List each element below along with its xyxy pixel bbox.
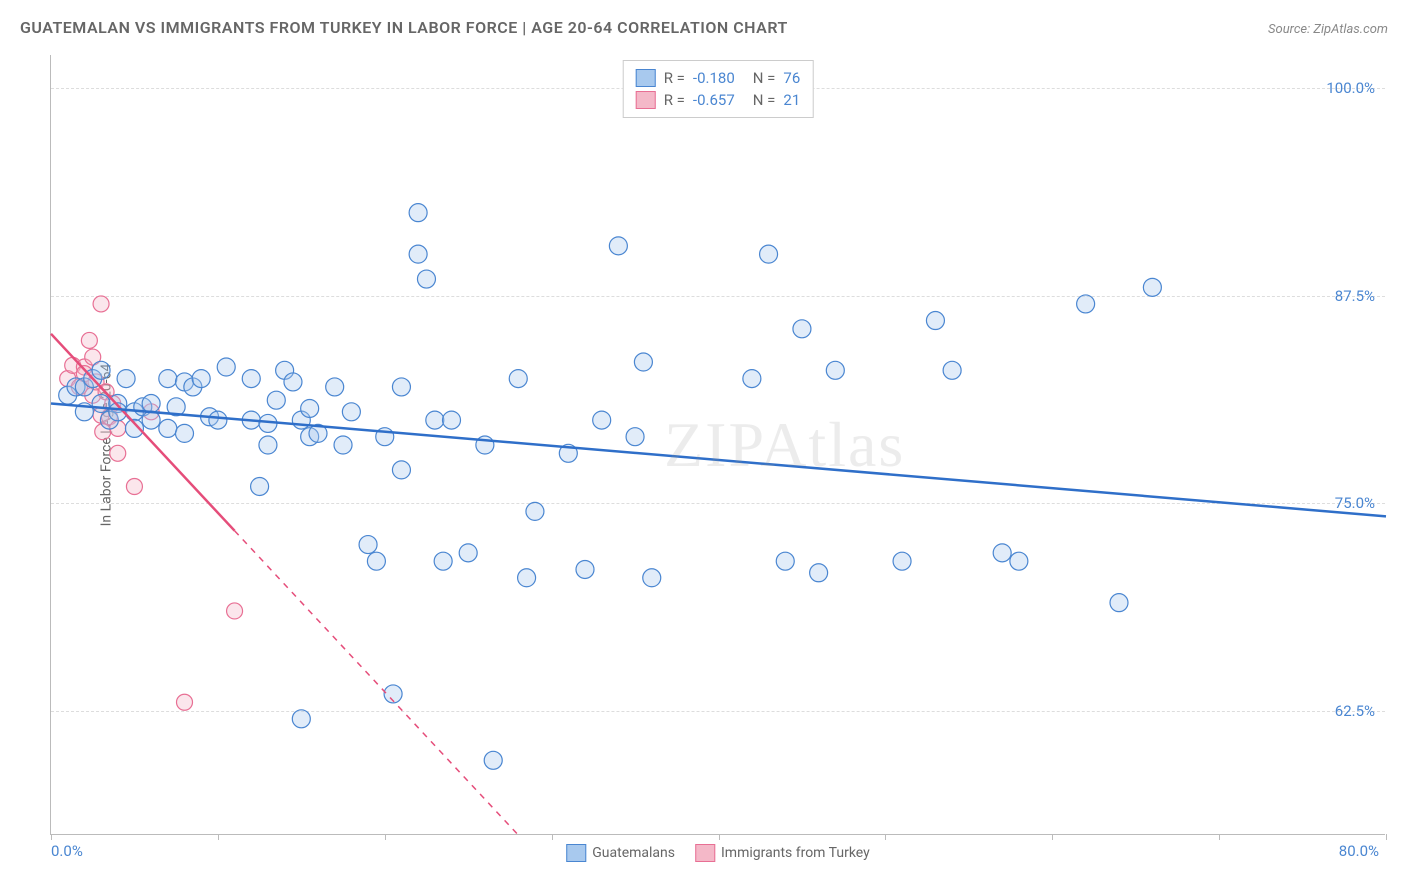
swatch-b-icon xyxy=(695,844,715,862)
chart-title: GUATEMALAN VS IMMIGRANTS FROM TURKEY IN … xyxy=(20,18,788,37)
stat-r-b: -0.657 xyxy=(693,91,735,109)
legend-label-a: Guatemalans xyxy=(592,845,675,861)
legend-label-b: Immigrants from Turkey xyxy=(721,845,870,861)
scatter-svg xyxy=(51,55,1385,834)
stats-row-b: R = -0.657 N = 21 xyxy=(636,89,801,111)
source-label: Source: ZipAtlas.com xyxy=(1268,22,1388,37)
stats-legend: R = -0.180 N = 76 R = -0.657 N = 21 xyxy=(623,60,814,118)
stat-r-a: -0.180 xyxy=(693,69,735,87)
x-tick-label: 80.0% xyxy=(1339,842,1379,860)
legend-item-a: Guatemalans xyxy=(566,844,675,862)
legend-item-b: Immigrants from Turkey xyxy=(695,844,870,862)
stat-label: N = xyxy=(753,91,776,109)
swatch-a-icon xyxy=(566,844,586,862)
stat-n-a: 76 xyxy=(783,69,800,87)
stat-label: R = xyxy=(664,91,685,109)
stat-label: N = xyxy=(753,69,776,87)
stat-label: R = xyxy=(664,69,685,87)
series-legend: Guatemalans Immigrants from Turkey xyxy=(566,844,870,862)
stats-row-a: R = -0.180 N = 76 xyxy=(636,67,801,89)
plot-area: In Labor Force | Age 20-64 62.5%75.0%87.… xyxy=(50,55,1385,835)
swatch-b-icon xyxy=(636,91,656,109)
x-tick-label: 0.0% xyxy=(51,842,83,860)
swatch-a-icon xyxy=(636,69,656,87)
stat-n-b: 21 xyxy=(783,91,800,109)
